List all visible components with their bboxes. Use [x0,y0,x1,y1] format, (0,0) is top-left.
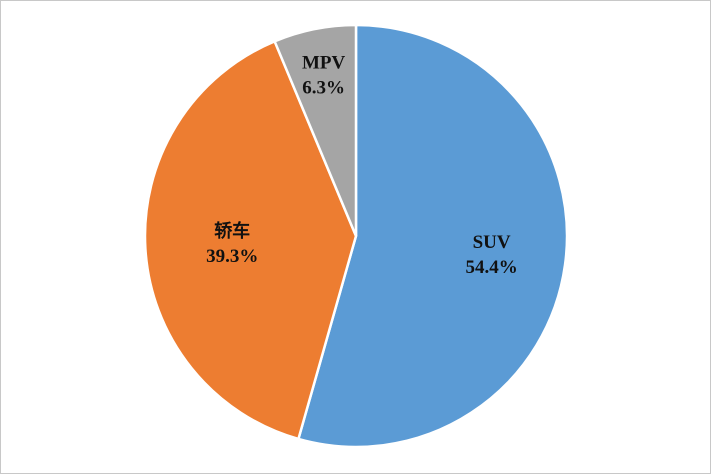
slice-name-label-1: 轿车 [214,220,250,242]
slice-value-label-1: 39.3% [206,246,258,267]
slices-layer [143,23,569,449]
pie-slice-0 [296,23,569,449]
slice-value-label-0: 54.4% [465,257,517,278]
pie-slice-1 [143,39,358,441]
labels-layer: SUV 54.4% 轿车 39.3% MPV 6.3% [206,53,518,278]
slice-name-label-0: SUV [473,232,511,253]
slice-value-label-2: 6.3% [302,78,345,99]
slice-name-label-2: MPV [302,53,346,74]
pie-slice-2 [273,23,358,237]
